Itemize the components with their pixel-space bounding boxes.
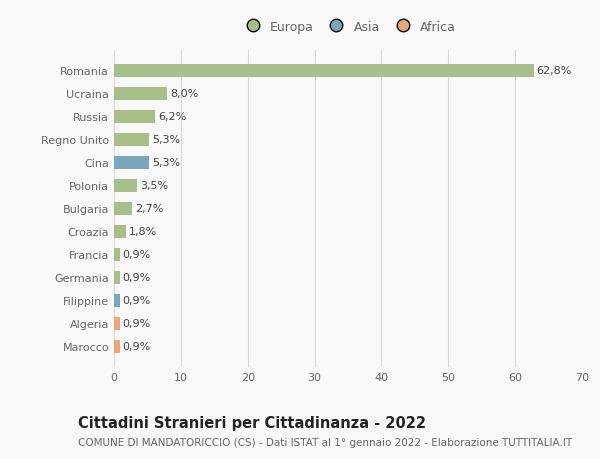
Bar — [114, 134, 149, 146]
Text: 0,9%: 0,9% — [122, 341, 151, 352]
Text: COMUNE DI MANDATORICCIO (CS) - Dati ISTAT al 1° gennaio 2022 - Elaborazione TUTT: COMUNE DI MANDATORICCIO (CS) - Dati ISTA… — [78, 437, 572, 447]
Text: 5,3%: 5,3% — [152, 158, 180, 168]
Text: 62,8%: 62,8% — [536, 66, 572, 76]
Bar — [114, 317, 120, 330]
Text: 3,5%: 3,5% — [140, 181, 168, 191]
Bar — [114, 111, 155, 123]
Bar — [114, 271, 120, 284]
Bar — [114, 65, 534, 78]
Text: 2,7%: 2,7% — [135, 204, 163, 214]
Bar — [114, 88, 167, 101]
Text: 1,8%: 1,8% — [129, 227, 157, 237]
Bar — [114, 157, 149, 169]
Bar — [114, 248, 120, 261]
Bar — [114, 179, 137, 192]
Text: 8,0%: 8,0% — [170, 89, 199, 99]
Text: 6,2%: 6,2% — [158, 112, 187, 122]
Text: 0,9%: 0,9% — [122, 319, 151, 329]
Text: 0,9%: 0,9% — [122, 250, 151, 260]
Text: Cittadini Stranieri per Cittadinanza - 2022: Cittadini Stranieri per Cittadinanza - 2… — [78, 415, 426, 431]
Text: 0,9%: 0,9% — [122, 296, 151, 306]
Bar — [114, 340, 120, 353]
Bar — [114, 202, 132, 215]
Text: 5,3%: 5,3% — [152, 135, 180, 145]
Bar — [114, 294, 120, 307]
Legend: Europa, Asia, Africa: Europa, Asia, Africa — [235, 16, 461, 39]
Text: 0,9%: 0,9% — [122, 273, 151, 283]
Bar — [114, 225, 126, 238]
